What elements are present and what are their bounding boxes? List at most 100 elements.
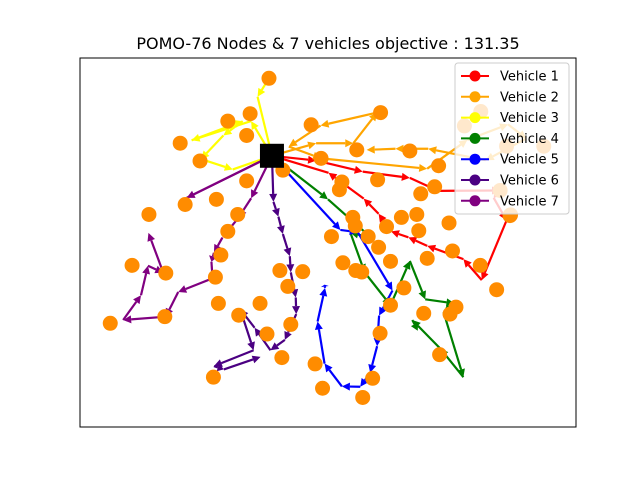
depot-marker	[259, 143, 284, 168]
customer-node	[379, 219, 395, 235]
legend-marker	[469, 70, 481, 82]
route-segment	[139, 273, 148, 296]
customer-node	[416, 305, 432, 321]
customer-node	[396, 280, 412, 296]
route-segment	[232, 157, 265, 171]
route-arrowhead	[410, 322, 419, 331]
route-arrowhead	[251, 121, 259, 131]
route-arrowhead	[320, 284, 329, 288]
route-arrowhead	[123, 315, 132, 324]
route-segment	[213, 365, 219, 369]
customer-node	[157, 309, 173, 325]
route-arrowhead	[307, 141, 317, 150]
route-segment	[205, 134, 225, 155]
customer-node	[295, 264, 311, 280]
legend-label: Vehicle 4	[500, 132, 559, 147]
customer-node	[303, 117, 319, 133]
route-arrowhead	[292, 305, 301, 315]
legend: Vehicle 1 Vehicle 2 Vehicle 3 Vehicle 4 Vehi…	[454, 62, 570, 215]
route-arrowhead	[384, 281, 393, 291]
customer-node	[472, 257, 488, 273]
customer-node	[382, 253, 398, 269]
customer-node	[315, 380, 331, 396]
customer-node	[335, 255, 351, 271]
customer-node	[220, 113, 236, 129]
route-arrowhead	[251, 355, 261, 364]
customer-node	[373, 105, 389, 121]
customer-node	[124, 257, 140, 273]
route-arrowhead	[463, 259, 472, 268]
route-segment	[467, 264, 483, 281]
route-segment	[320, 157, 420, 170]
route-segment	[316, 295, 325, 322]
route-segment	[256, 96, 272, 149]
customer-node	[205, 369, 221, 385]
chart-title: POMO-76 Nodes & 7 vehicles objective : 1…	[136, 34, 519, 53]
customer-node	[370, 172, 386, 188]
route-segment	[444, 353, 465, 378]
route-arrowhead	[378, 213, 387, 223]
route-arrowhead	[363, 198, 373, 208]
customer-node	[259, 326, 275, 342]
route-arrowhead	[307, 155, 317, 164]
route-arrowhead	[283, 247, 292, 257]
customer-node	[372, 325, 388, 341]
depot-layer	[259, 143, 284, 168]
legend-label: Vehicle 5	[500, 153, 559, 168]
route-arrowhead	[360, 377, 369, 387]
customer-node	[334, 174, 350, 190]
customer-node	[102, 315, 118, 331]
route-segment	[168, 291, 180, 311]
customer-node	[347, 218, 363, 234]
legend-marker	[469, 195, 481, 207]
customer-node	[360, 229, 376, 245]
route-arrowhead	[254, 327, 263, 337]
route-segment	[340, 228, 350, 233]
route-arrowhead	[418, 290, 426, 300]
customer-node	[272, 263, 288, 279]
customer-node	[431, 158, 447, 174]
route-arrowhead	[366, 145, 375, 154]
route-arrowhead	[341, 382, 350, 391]
route-arrowhead	[257, 87, 266, 97]
customer-node	[393, 209, 409, 225]
legend-marker	[469, 132, 481, 144]
legend-entry: Vehicle 4	[461, 132, 559, 147]
customer-node	[371, 239, 387, 255]
route-arrowhead	[209, 255, 217, 262]
customer-node	[441, 215, 457, 231]
customer-node	[231, 307, 247, 323]
customer-node	[419, 250, 435, 266]
route-arrowhead	[332, 221, 341, 230]
route-arrowhead	[402, 260, 411, 270]
route-arrowhead	[223, 163, 233, 171]
route-arrowhead	[368, 364, 377, 373]
route-arrowhead	[354, 165, 363, 174]
customer-node	[220, 223, 236, 239]
customer-node	[252, 295, 268, 311]
route-segment	[277, 216, 282, 227]
route-arrowhead	[390, 230, 400, 238]
route-segment	[425, 298, 447, 304]
route-segment	[229, 120, 244, 132]
customer-node	[207, 269, 223, 285]
customer-node	[158, 265, 174, 281]
route-arrowhead	[345, 139, 354, 148]
customer-node	[261, 70, 277, 86]
route-arrowhead	[328, 172, 338, 181]
route-arrowhead	[481, 271, 489, 281]
route-segment	[279, 157, 329, 174]
customer-node	[409, 206, 425, 222]
customer-node	[411, 223, 427, 239]
route-segment	[368, 203, 380, 215]
legend-label: Vehicle 1	[500, 70, 559, 85]
route-segment	[288, 256, 292, 265]
customer-node	[427, 179, 443, 195]
legend-marker	[469, 91, 481, 103]
route-segment	[276, 339, 286, 347]
legend-entry: Vehicle 2	[461, 90, 559, 105]
customer-node	[402, 143, 418, 159]
customer-node	[274, 350, 290, 366]
customer-node	[349, 142, 365, 158]
